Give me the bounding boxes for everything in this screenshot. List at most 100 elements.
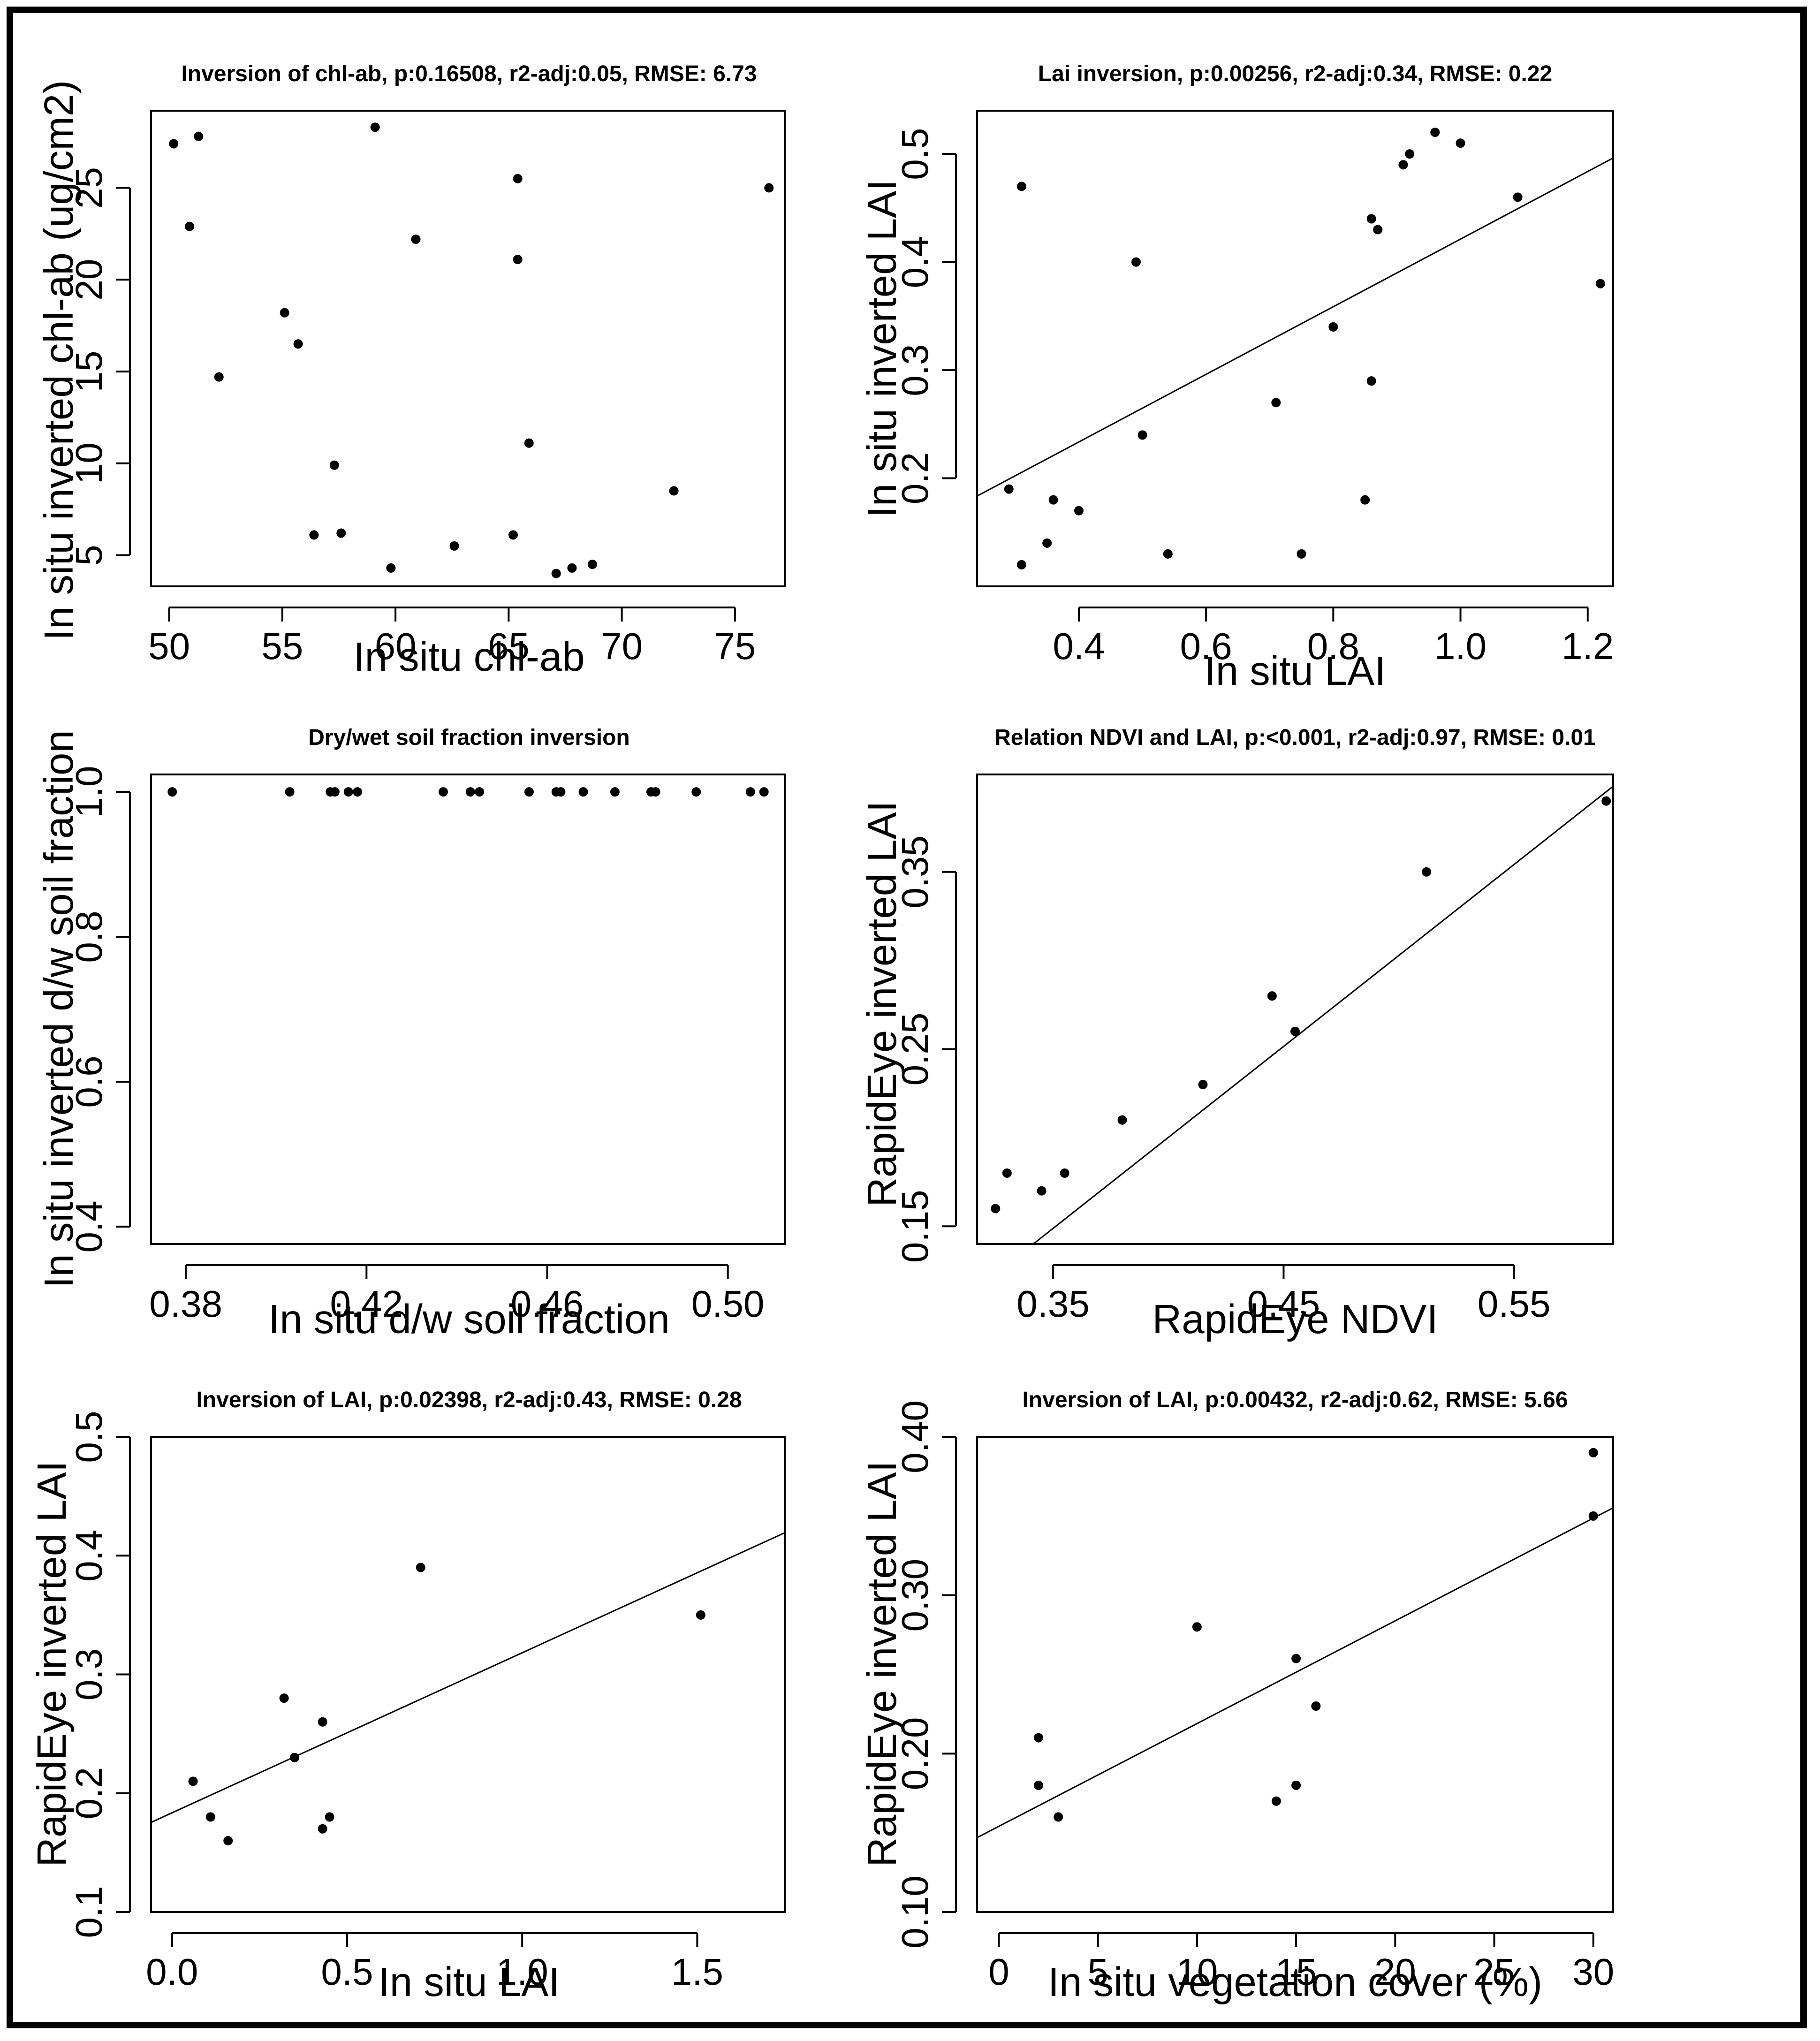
x-tick-label: 1.0 [1434,625,1486,667]
data-point [513,255,523,265]
data-point [167,787,177,797]
x-tick-label: 70 [601,625,643,667]
panel-vegetation-cover: Inversion of LAI, p:0.00432, r2-adj:0.62… [859,1388,1614,2005]
data-point [610,787,620,797]
data-point [1588,1511,1598,1521]
y-axis-label: In situ inverted chl-ab (ug/cm2) [36,80,82,640]
y-tick-label: 20 [68,259,110,301]
data-point [416,1563,425,1572]
y-tick-label: 0.25 [894,1013,936,1086]
data-point [1042,538,1052,548]
x-axis-label: In situ d/w soil fraction [268,1297,670,1342]
panel-soil-fraction: Dry/wet soil fraction inversion In situ … [36,725,786,1342]
regression-line [151,1532,785,1823]
x-tick-label: 1.0 [496,1951,548,1993]
y-tick-label: 0.35 [894,835,936,909]
data-point [556,787,566,797]
data-point [330,787,340,797]
x-tick-label: 10 [1176,1951,1218,1993]
data-point [293,339,303,349]
x-tick-label: 0.45 [1247,1283,1320,1325]
data-point [551,569,561,578]
x-tick-label: 55 [261,625,303,667]
y-tick-label: 0.4 [68,1530,110,1582]
data-point [1048,495,1058,505]
data-point [1398,160,1408,170]
x-tick-label: 50 [148,625,190,667]
data-point [1366,214,1376,224]
x-tick-label: 75 [714,625,756,667]
data-point [223,1836,233,1846]
data-point [285,787,295,797]
x-tick-label: 65 [488,625,530,667]
data-point [336,528,346,538]
data-point [185,221,195,231]
data-point [280,308,289,318]
x-tick-label: 0.38 [149,1283,222,1325]
x-tick-label: 0 [988,1951,1009,1993]
x-tick-label: 0.35 [1016,1283,1090,1325]
y-tick-label: 0.5 [68,1411,110,1463]
x-tick-label: 0.5 [321,1951,373,1993]
data-point [1117,1115,1127,1125]
y-tick-label: 0.4 [68,1200,110,1252]
data-point [1297,549,1306,559]
x-tick-label: 15 [1275,1951,1317,1993]
data-point [1290,1026,1300,1036]
plot-area [150,110,786,587]
x-tick-label: 5 [1087,1951,1108,1993]
plot-area [150,1436,786,1913]
data-point [1430,128,1440,137]
chart-title: Dry/wet soil fraction inversion [308,725,630,750]
figure-frame [7,7,1807,2028]
data-point [1405,149,1415,159]
y-axis-label: In situ inverted d/w soil fraction [36,730,82,1288]
y-tick-label: 25 [68,167,110,209]
panel-marks: 0.0 0.5 1.0 1.5 0.1 0.2 0.3 0.4 0.5 [68,1411,786,1993]
data-point [214,372,224,382]
plot-area [976,110,1614,587]
regression-line [977,1507,1614,1838]
data-point [764,183,774,193]
x-tick-label: 0.42 [330,1283,403,1325]
data-point [318,1717,327,1727]
data-point [508,530,518,540]
data-point [513,174,523,183]
data-point [1267,991,1277,1001]
y-tick-label: 0.30 [894,1559,936,1632]
y-tick-label: 0.15 [894,1190,936,1263]
y-tick-label: 1.0 [68,766,110,818]
x-tick-label: 0.55 [1478,1283,1551,1325]
chart-title: Relation NDVI and LAI, p:<0.001, r2-adj:… [994,725,1596,750]
x-tick-label: 0.4 [1053,625,1105,667]
regression-line [977,157,1614,497]
y-tick-label: 0.2 [894,452,936,504]
panel-lai-inversion: Lai inversion, p:0.00256, r2-adj:0.34, R… [859,61,1614,694]
panel-ndvi-lai: Relation NDVI and LAI, p:<0.001, r2-adj:… [859,725,1614,1342]
data-point [343,787,353,797]
data-point [1422,867,1432,877]
chart-title: Inversion of chl-ab, p:0.16508, r2-adj:0… [181,61,757,86]
data-point [386,563,396,573]
panel-lai-rapideye: Inversion of LAI, p:0.02398, r2-adj:0.43… [29,1388,786,2005]
data-point [1311,1701,1321,1711]
data-point [205,1812,215,1822]
y-tick-label: 0.4 [894,236,936,288]
y-tick-label: 0.3 [894,344,936,396]
data-point [578,787,588,797]
data-point [353,787,363,797]
x-tick-label: 0.50 [691,1283,765,1325]
panel-marks: 50 55 60 65 70 75 5 10 15 20 25 [68,110,786,667]
data-point [1004,484,1014,494]
data-point [1138,430,1147,440]
x-tick-label: 1.5 [671,1951,723,1993]
y-tick-label: 0.1 [68,1886,110,1938]
data-point [669,486,679,496]
x-axis-label: In situ vegetation cover (%) [1048,1959,1542,2005]
x-tick-label: 25 [1473,1951,1515,1993]
data-point [329,460,339,470]
y-axis-label: RapidEye inverted LAI [29,1461,75,1867]
y-tick-label: 0.3 [68,1648,110,1700]
data-point [991,1204,1001,1214]
